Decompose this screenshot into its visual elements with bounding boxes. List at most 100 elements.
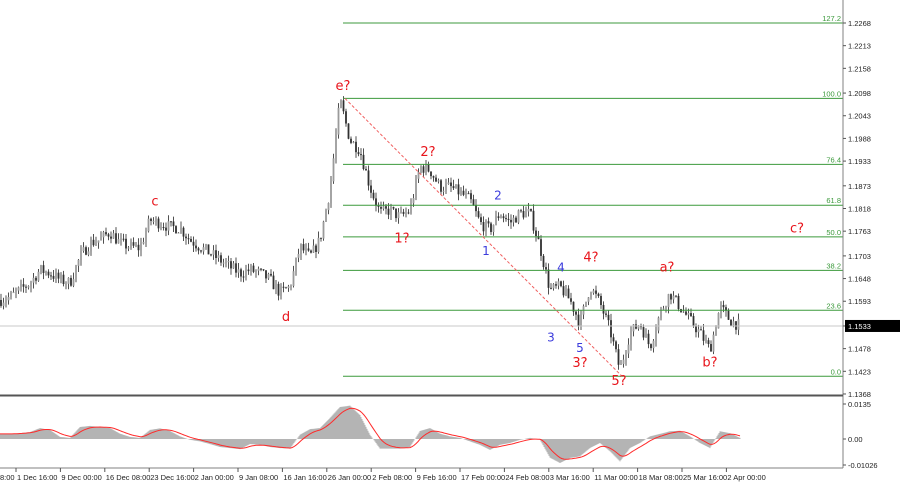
candle-body: [422, 166, 425, 173]
candle-body: [162, 227, 165, 229]
candle-body: [25, 286, 27, 288]
candle-body: [40, 265, 42, 272]
candle-body: [332, 158, 335, 182]
candle-body: [600, 295, 602, 306]
candle-body: [217, 255, 220, 258]
candle-body: [465, 193, 467, 195]
candle-body: [27, 286, 30, 288]
candle-body: [447, 182, 450, 184]
candle-body: [652, 340, 655, 349]
candle-body: [632, 324, 635, 332]
candle-body: [320, 237, 322, 239]
candle-body: [702, 330, 705, 341]
candle-body: [62, 274, 65, 285]
candle-body: [167, 221, 170, 231]
candle-body: [522, 210, 525, 218]
candle-body: [302, 244, 305, 251]
candle-body: [225, 262, 227, 264]
candle-body: [157, 218, 160, 229]
candle-body: [257, 268, 260, 271]
candle-body: [527, 209, 530, 212]
candle-body: [430, 171, 432, 177]
candle-body: [477, 211, 480, 218]
candle-body: [22, 284, 25, 287]
candle-body: [695, 326, 697, 333]
price-tick-label: 1.1423: [848, 367, 871, 376]
candle-body: [645, 333, 647, 338]
candle-body: [510, 219, 512, 223]
candle-body: [490, 223, 492, 232]
fibonacci-levels[interactable]: 127.2 100.0 76.4 61.8 50.0 38.2 23.6 0.0: [343, 14, 843, 377]
candle-body: [67, 277, 70, 284]
time-tick-label: 9 Feb 16:00: [417, 473, 457, 482]
candle-body: [330, 181, 332, 204]
fib-level-label: 127.2: [822, 14, 841, 23]
candle-body: [637, 325, 640, 329]
candle-body: [617, 349, 620, 365]
trend-line[interactable]: [344, 98, 623, 377]
candle-body: [2, 302, 5, 306]
candle-body: [417, 172, 420, 179]
candle-body: [685, 311, 687, 315]
candle-body: [240, 269, 242, 277]
candle-body: [152, 220, 155, 222]
fib-level-label: 61.8: [826, 196, 841, 205]
candle-body: [75, 265, 77, 280]
wave-label-red: 5?: [611, 374, 626, 389]
candle-body: [697, 329, 700, 333]
fib-level-label: 38.2: [826, 261, 841, 270]
candle-body: [472, 199, 475, 206]
candle-body: [727, 310, 730, 320]
candle-body: [572, 301, 575, 312]
candle-body: [100, 237, 102, 241]
candle-body: [470, 193, 472, 200]
candle-body: [597, 293, 600, 296]
candle-body: [290, 285, 292, 287]
candle-body: [602, 305, 605, 314]
candle-body: [395, 208, 397, 219]
candle-body: [577, 314, 580, 326]
candle-body: [97, 240, 100, 243]
candle-body: [110, 236, 112, 239]
current-price-badge: [845, 319, 900, 332]
candle-body: [202, 247, 205, 252]
candle-body: [715, 328, 717, 335]
candle-body: [242, 276, 245, 278]
candle-body: [205, 244, 207, 248]
candle-body: [197, 248, 200, 251]
wave-label-red: a?: [660, 261, 675, 276]
candle-body: [590, 293, 592, 298]
candle-body: [102, 232, 105, 238]
candle-body: [692, 316, 695, 327]
candle-body: [215, 250, 217, 258]
candle-body: [210, 254, 212, 256]
candle-body: [230, 261, 232, 269]
candle-body: [262, 269, 265, 271]
current-price-label: 1.1533: [848, 322, 871, 331]
candle-body: [460, 190, 462, 195]
indicator-panel: [0, 405, 741, 463]
price-tick-label: 1.1703: [848, 252, 871, 261]
candle-body: [222, 262, 225, 264]
candle-body: [335, 134, 337, 159]
candle-body: [517, 210, 520, 223]
candle-body: [237, 269, 240, 273]
candle-body: [322, 221, 325, 239]
time-tick-label: 3 Mar 16:00: [550, 473, 590, 482]
candle-body: [252, 265, 255, 272]
candle-body: [712, 334, 715, 352]
candle-body: [415, 178, 417, 199]
candle-body: [730, 319, 732, 326]
wave-labels: e? c d 1? 2? 3? 4? 5? a? b? c? 1 2 3 4 5: [151, 79, 804, 389]
candle-body: [595, 290, 597, 294]
candle-body: [690, 313, 692, 317]
price-tick-label: 1.1763: [848, 227, 871, 236]
candle-body: [532, 210, 535, 231]
candle-body: [710, 344, 712, 352]
candle-body: [362, 154, 365, 169]
price-tick-label: 1.1988: [848, 134, 871, 143]
candle-body: [297, 253, 300, 258]
candle-body: [405, 212, 407, 214]
candle-body: [107, 234, 110, 237]
